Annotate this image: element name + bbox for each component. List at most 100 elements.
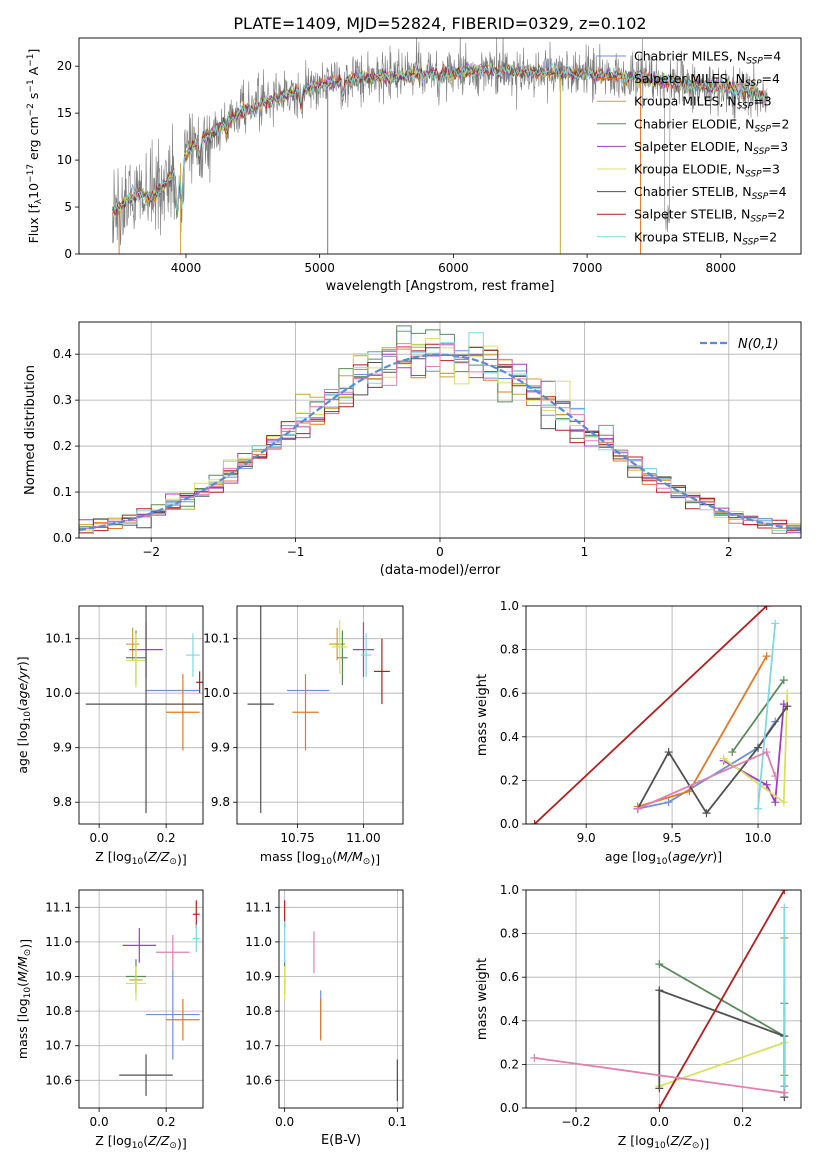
axes-frame <box>525 889 802 1109</box>
weight-marker <box>780 890 789 894</box>
massZ-x-label: Z [log10(Z/Z⊙)] <box>95 1133 186 1151</box>
axes-frame <box>525 605 802 825</box>
y-tick-label: 0.1 <box>53 485 72 499</box>
y-tick-label: 0.0 <box>53 531 72 545</box>
y-tick-label: 0.6 <box>500 686 519 700</box>
axes-frame <box>236 605 404 825</box>
y-tick-label: 10.6 <box>45 1073 72 1087</box>
x-tick-label: 4000 <box>171 261 202 275</box>
normal-curve <box>79 353 801 531</box>
x-tick-label: 0.0 <box>275 1115 294 1129</box>
y-tick-label: 0.2 <box>500 1057 519 1071</box>
histogram-legend: N(0,1) <box>700 337 779 352</box>
y-tick-label: 0.8 <box>500 643 519 657</box>
weight-marker <box>754 804 763 813</box>
ageM-x-label: mass [log10(M/M⊙)] <box>260 849 380 867</box>
y-tick-label: 0.2 <box>53 439 72 453</box>
x-tick-label: 7000 <box>572 261 603 275</box>
spectrum-y-label: Flux [fλ10−17 erg cm−2 s−1 A−1] <box>26 49 44 244</box>
y-tick-label: 10.9 <box>45 970 72 984</box>
weight-line <box>533 606 768 824</box>
axes-frame <box>278 889 404 1109</box>
y-tick-label: 0.3 <box>53 393 72 407</box>
legend-entry: Chabrier STELIB, NSSP=4 <box>634 184 787 202</box>
y-tick-label: 0.0 <box>500 817 519 831</box>
weight-marker <box>530 1053 539 1062</box>
ageZ-y-label: age [log10(age/yr)] <box>15 656 33 773</box>
y-tick-label: 10.0 <box>203 686 230 700</box>
massE-x-label: E(B-V) <box>321 1133 361 1148</box>
weight-line <box>757 623 777 809</box>
massZ-y-label: mass [log10(M/M⊙)] <box>15 939 33 1059</box>
chart-age-vs-Z: 0.0 0.2 9.8 9.9 10.0 10.1 Z [log10(Z/Z⊙)] age [… <box>15 605 204 867</box>
x-tick-label: −0.2 <box>561 1115 590 1129</box>
y-tick-label: 11.1 <box>245 900 272 914</box>
y-tick-label: 10.1 <box>203 632 230 646</box>
y-tick-label: 0.2 <box>500 773 519 787</box>
x-tick-label: 10.0 <box>745 831 772 845</box>
legend-entry: Kroupa MILES, NSSP=3 <box>634 94 772 112</box>
y-tick-label: 0.0 <box>500 1101 519 1115</box>
y-tick-label: 10.7 <box>245 1039 272 1053</box>
x-tick-label: 0.2 <box>157 831 176 845</box>
weight-line <box>658 989 786 1098</box>
y-tick-label: 11.0 <box>45 935 72 949</box>
histogram-x-label: (data-model)/error <box>380 563 501 578</box>
legend-entry: Kroupa STELIB, NSSP=2 <box>634 229 777 247</box>
x-tick-label: 11.00 <box>346 831 380 845</box>
weight-marker <box>771 619 780 628</box>
histogram-y-label: Normed distribution <box>23 365 38 495</box>
y-tick-label: 9.8 <box>211 795 230 809</box>
legend-entry: Salpeter STELIB, NSSP=2 <box>634 207 785 225</box>
weight-marker <box>762 780 771 789</box>
y-tick-label: 0.4 <box>500 1014 519 1028</box>
legend-entry: N(0,1) <box>738 337 779 352</box>
y-tick-label: 10.8 <box>245 1004 272 1018</box>
weight-marker <box>664 798 673 807</box>
weight-marker <box>780 1088 789 1097</box>
y-tick-label: 0 <box>64 247 72 261</box>
axes-frame <box>78 605 204 825</box>
spectrum-legend: Chabrier MILES, NSSP=4 Salpeter MILES, NS… <box>597 49 789 247</box>
weight-marker <box>783 702 792 711</box>
weight-line <box>731 679 785 753</box>
y-tick-label: 0.8 <box>500 927 519 941</box>
y-tick-label: 10.9 <box>245 970 272 984</box>
y-tick-label: 0.4 <box>53 347 72 361</box>
legend-entry: Salpeter ELODIE, NSSP=3 <box>634 139 788 157</box>
wAge-y-label: mass weight <box>475 674 490 756</box>
x-tick-label: 5000 <box>304 261 335 275</box>
spectrum-x-label: wavelength [Angstrom, rest frame] <box>326 279 555 294</box>
y-tick-label: 1.0 <box>500 599 519 613</box>
y-tick-label: 0.4 <box>500 730 519 744</box>
x-tick-label: 0.2 <box>733 1115 752 1129</box>
wAge-x-label: age [log10(age/yr)] <box>605 849 722 867</box>
weight-marker <box>779 798 788 807</box>
weight-marker <box>754 743 763 752</box>
legend-entry: Salpeter MILES, NSSP=4 <box>634 71 780 89</box>
y-tick-label: 5 <box>64 200 72 214</box>
x-tick-label: 0.0 <box>90 831 109 845</box>
weight-marker <box>762 606 771 610</box>
x-tick-label: 0.0 <box>650 1115 669 1129</box>
chart-spectrum: 4000 5000 6000 7000 8000 0 5 10 15 20 wavelength [… <box>26 37 802 294</box>
chart-residuals: −2 −1 0 1 2 0.0 0.1 0.2 0.3 0.4 (data-model)/error… <box>23 321 802 578</box>
chart-mass-vs-Z: 0.0 0.2 10.6 10.7 10.8 10.9 11.0 11.1 Z [log10(Z… <box>15 889 204 1151</box>
weight-marker <box>719 754 728 763</box>
x-tick-label: 2 <box>725 545 733 559</box>
y-tick-label: 10.8 <box>45 1004 72 1018</box>
histogram-series <box>79 325 801 528</box>
y-tick-label: 10.7 <box>45 1039 72 1053</box>
x-tick-label: 0 <box>436 545 444 559</box>
weight-marker <box>771 798 780 807</box>
weight-marker <box>655 1084 664 1093</box>
legend-entry: Chabrier ELODIE, NSSP=2 <box>634 116 789 134</box>
weight-line <box>534 1057 785 1094</box>
weight-marker <box>780 903 789 912</box>
x-tick-label: 1 <box>581 545 589 559</box>
x-tick-label: −2 <box>142 545 160 559</box>
spectrum-model-line <box>112 62 768 212</box>
x-tick-label: 0.2 <box>157 1115 176 1129</box>
axes-frame <box>78 889 204 1109</box>
